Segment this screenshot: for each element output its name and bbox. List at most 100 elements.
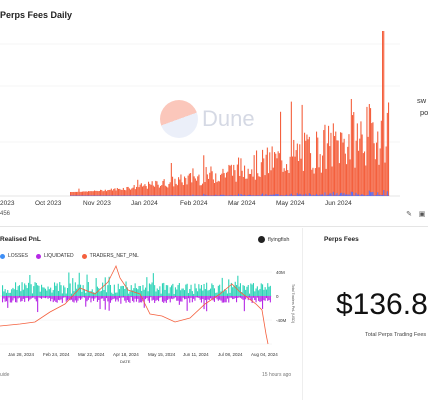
fee-bar-secondary (313, 195, 315, 196)
fee-bar (312, 167, 314, 196)
fee-bar (268, 173, 270, 196)
fee-bar-secondary (134, 195, 136, 196)
fee-bar-secondary (217, 195, 219, 196)
fee-bar-secondary (130, 195, 132, 196)
fee-bar (218, 181, 220, 196)
fee-bar-secondary (282, 195, 284, 196)
fee-bar-secondary (214, 195, 216, 196)
legend: LOSSES LIQUIDATED TRADERS_NET_PNL (0, 253, 139, 259)
fee-bar (157, 184, 159, 196)
fee-bar (328, 125, 330, 196)
liquidated-bar (262, 296, 264, 309)
fee-bar-secondary (271, 195, 273, 196)
fee-bar-secondary (358, 194, 360, 196)
fee-bar-secondary (226, 195, 228, 196)
fee-bar (71, 191, 73, 196)
pnl-bar (2, 285, 4, 296)
liquidated-bar (249, 296, 251, 298)
edit-icon[interactable]: ✎ (406, 211, 412, 218)
pnl-bar (160, 293, 162, 296)
pnl-bar (104, 277, 106, 296)
liquidated-bar (89, 296, 91, 298)
fee-bar-secondary (95, 195, 97, 196)
pnl-bar (138, 285, 140, 296)
x-tick-label: Jun 2024 (325, 200, 352, 207)
liquidated-bar (55, 296, 57, 303)
net-pnl-line (0, 264, 269, 345)
pnl-bar (226, 293, 228, 296)
pnl-bar (245, 289, 247, 296)
liquidated-bar (258, 296, 260, 301)
pnl-bar (176, 289, 178, 296)
liquidated-bar (125, 296, 127, 303)
fee-bar-secondary (289, 194, 291, 196)
liquidated-bar (34, 296, 36, 300)
liquidated-bar (126, 296, 128, 301)
fee-bar-secondary (276, 194, 278, 196)
fee-bar-secondary (361, 193, 363, 196)
user-badge[interactable]: flyingfish (258, 236, 289, 243)
fee-bar-secondary (115, 195, 117, 196)
x-tick-label: Oct 2023 (35, 200, 62, 207)
fee-bar (346, 164, 348, 196)
liquidated-bar (95, 296, 97, 298)
fee-bar-secondary (94, 195, 96, 196)
fee-bar (115, 190, 117, 196)
fee-bar (163, 179, 165, 196)
fee-bar (122, 187, 124, 196)
fee-bar (250, 173, 252, 196)
camera-icon[interactable]: ▣ (418, 211, 426, 218)
fee-bar-secondary (356, 194, 358, 196)
fee-bar (145, 186, 147, 196)
liquidated-bar (138, 296, 140, 303)
fee-bar (257, 173, 259, 196)
pnl-bar (102, 282, 104, 296)
pnl-bar (7, 290, 9, 296)
x-tick-label: Feb 24, 2024 (43, 352, 70, 357)
liquidated-bar (225, 296, 227, 303)
fee-bar (308, 136, 310, 196)
fee-bar-secondary (292, 195, 294, 196)
liquidated-bar (9, 296, 11, 303)
fee-bar (282, 171, 284, 196)
pnl-bar (269, 285, 271, 296)
fee-bar-secondary (340, 193, 342, 196)
pnl-bar (159, 286, 161, 296)
fee-bar (302, 170, 304, 196)
fee-bar (269, 152, 271, 196)
fee-bar (204, 181, 206, 196)
fee-bar-secondary (176, 195, 178, 196)
fee-bar (280, 111, 282, 196)
fee-bar-secondary (198, 195, 200, 196)
fee-bar (304, 132, 306, 196)
fee-bar-secondary (181, 195, 183, 196)
fee-bar-secondary (288, 195, 290, 196)
fee-bar-secondary (248, 194, 250, 196)
fee-bar-secondary (385, 195, 387, 196)
fee-bar-secondary (185, 195, 187, 196)
liquidated-bar (151, 296, 153, 301)
fee-bar-secondary (161, 195, 163, 196)
fee-bar (173, 186, 175, 196)
liquidated-bar (113, 296, 115, 299)
fee-bar (140, 183, 142, 196)
fee-bar-secondary (343, 193, 345, 196)
legend-item[interactable]: TRADERS_NET_PNL (81, 253, 139, 259)
pnl-bar (82, 285, 84, 296)
pnl-bar (243, 285, 245, 296)
pnl-bar (221, 277, 223, 296)
liquidated-bar (254, 296, 256, 301)
fee-bar-secondary (318, 195, 320, 196)
fee-bar-secondary (332, 191, 334, 196)
pnl-bar (13, 289, 15, 296)
fee-bar-secondary (84, 195, 86, 196)
source-text: uide (0, 372, 10, 378)
legend-item[interactable]: LOSSES (0, 253, 28, 259)
fee-bar (382, 31, 384, 196)
legend-item[interactable]: LIQUIDATED (36, 253, 74, 259)
liquidated-bar (256, 296, 258, 298)
liquidated-bar (117, 296, 119, 302)
pnl-bar (181, 288, 183, 296)
liquidated-bar (251, 296, 253, 303)
fee-bar-secondary (86, 195, 88, 196)
